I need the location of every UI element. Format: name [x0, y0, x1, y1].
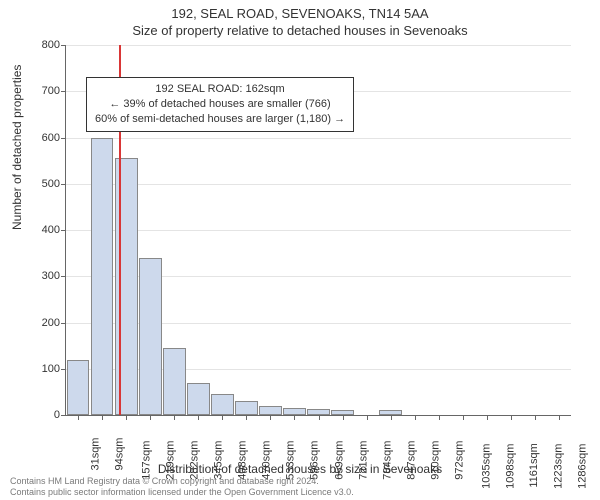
- bar: [163, 348, 186, 415]
- bar: [139, 258, 162, 415]
- ytick-label: 600: [42, 132, 60, 144]
- bar: [379, 410, 402, 415]
- annotation-line3: 60% of semi-detached houses are larger (…: [95, 112, 345, 127]
- xtick-label: 1286sqm: [577, 398, 589, 443]
- xtick-mark: [294, 415, 295, 420]
- ytick-mark: [61, 415, 66, 416]
- ytick-label: 0: [54, 409, 60, 421]
- plot-area: 010020030040050060070080031sqm94sqm157sq…: [65, 45, 571, 416]
- footer-line1: Contains HM Land Registry data © Crown c…: [10, 476, 354, 487]
- ytick-label: 200: [42, 317, 60, 329]
- xtick-mark: [126, 415, 127, 420]
- xtick-mark: [102, 415, 103, 420]
- xtick-mark: [487, 415, 488, 420]
- xtick-mark: [439, 415, 440, 420]
- xtick-mark: [198, 415, 199, 420]
- xtick-mark: [535, 415, 536, 420]
- xtick-mark: [415, 415, 416, 420]
- ytick-label: 300: [42, 270, 60, 282]
- header-subtitle: Size of property relative to detached ho…: [0, 21, 600, 38]
- x-axis-label: Distribution of detached houses by size …: [0, 462, 600, 476]
- bar: [235, 401, 258, 415]
- y-axis-label: Number of detached properties: [10, 65, 24, 230]
- annotation-line2: ← 39% of detached houses are smaller (76…: [95, 97, 345, 112]
- ytick-label: 800: [42, 39, 60, 51]
- xtick-mark: [174, 415, 175, 420]
- annotation-line1: 192 SEAL ROAD: 162sqm: [95, 82, 345, 97]
- footer-line2: Contains public sector information licen…: [10, 487, 354, 498]
- bar: [67, 360, 90, 416]
- xtick-mark: [222, 415, 223, 420]
- bar: [91, 138, 114, 416]
- bar: [259, 406, 282, 415]
- xtick-mark: [78, 415, 79, 420]
- xtick-mark: [367, 415, 368, 420]
- annotation-box: 192 SEAL ROAD: 162sqm ← 39% of detached …: [86, 77, 354, 132]
- ytick-label: 100: [42, 363, 60, 375]
- bar: [283, 408, 306, 415]
- chart-container: 192, SEAL ROAD, SEVENOAKS, TN14 5AA Size…: [0, 0, 600, 500]
- bar: [331, 410, 354, 415]
- ytick-label: 700: [42, 85, 60, 97]
- footer: Contains HM Land Registry data © Crown c…: [10, 476, 354, 498]
- xtick-mark: [511, 415, 512, 420]
- bar: [211, 394, 234, 415]
- bar: [307, 409, 330, 415]
- xtick-mark: [246, 415, 247, 420]
- xtick-mark: [343, 415, 344, 420]
- ytick-label: 500: [42, 178, 60, 190]
- xtick-mark: [270, 415, 271, 420]
- xtick-mark: [319, 415, 320, 420]
- xtick-mark: [150, 415, 151, 420]
- xtick-mark: [559, 415, 560, 420]
- bar: [187, 383, 210, 415]
- header-address: 192, SEAL ROAD, SEVENOAKS, TN14 5AA: [0, 0, 600, 21]
- xtick-mark: [463, 415, 464, 420]
- xtick-mark: [391, 415, 392, 420]
- ytick-label: 400: [42, 224, 60, 236]
